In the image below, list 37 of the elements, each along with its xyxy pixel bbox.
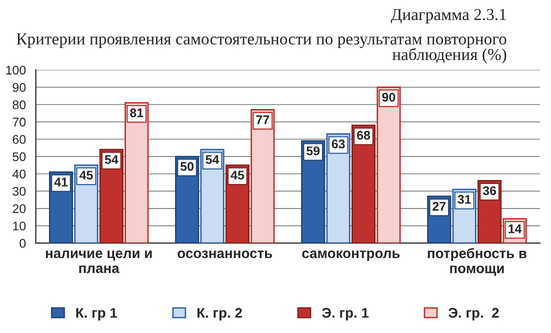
x-tick-label: наличие цели и плана [46,250,152,274]
data-label: 54 [206,155,220,164]
y-tick-label: 90 [12,83,26,92]
x-tick-label: самоконтроль [302,250,400,261]
data-label: 81 [130,108,144,118]
y-tick-label: 60 [12,134,26,144]
y-tick-label: 40 [12,170,26,178]
data-label: 45 [79,170,93,180]
legend-label: Э. гр. 1 [322,308,369,320]
y-tick-label: 70 [12,118,26,127]
y-tick-label: 10 [13,222,26,230]
data-label: 77 [256,115,270,124]
data-label: 63 [332,140,345,148]
x-tick-label: осознанность [178,250,272,258]
legend-label: Э. гр. 2 [448,308,499,320]
data-label: 59 [306,146,320,156]
y-tick-label: 50 [12,152,26,162]
legend-label: К. гр. 2 [197,308,242,320]
data-label: 45 [230,170,244,180]
y-tick-label: 100 [6,66,26,75]
data-label: 41 [54,178,68,186]
y-tick-label: 80 [12,100,26,110]
legend-label: К. гр 1 [76,308,118,320]
y-tick-label: 20 [12,204,26,214]
data-label: 68 [357,130,370,140]
y-tick-label: 0 [20,238,26,248]
x-tick-label: потребность в помощи [428,248,526,276]
data-label: 50 [180,162,194,171]
data-label: 90 [382,92,396,102]
chart-title: Диаграмма 2.3.1 [390,8,506,24]
chart-subtitle: Критерии проявления самостоятельности по результатам повторного наблюдения (%) [16,34,506,64]
data-label: 31 [458,194,471,204]
data-label: 36 [482,186,496,196]
data-label: 14 [508,224,522,234]
y-tick-label: 30 [12,186,26,196]
data-label: 27 [432,202,446,211]
data-label: 54 [104,155,118,164]
